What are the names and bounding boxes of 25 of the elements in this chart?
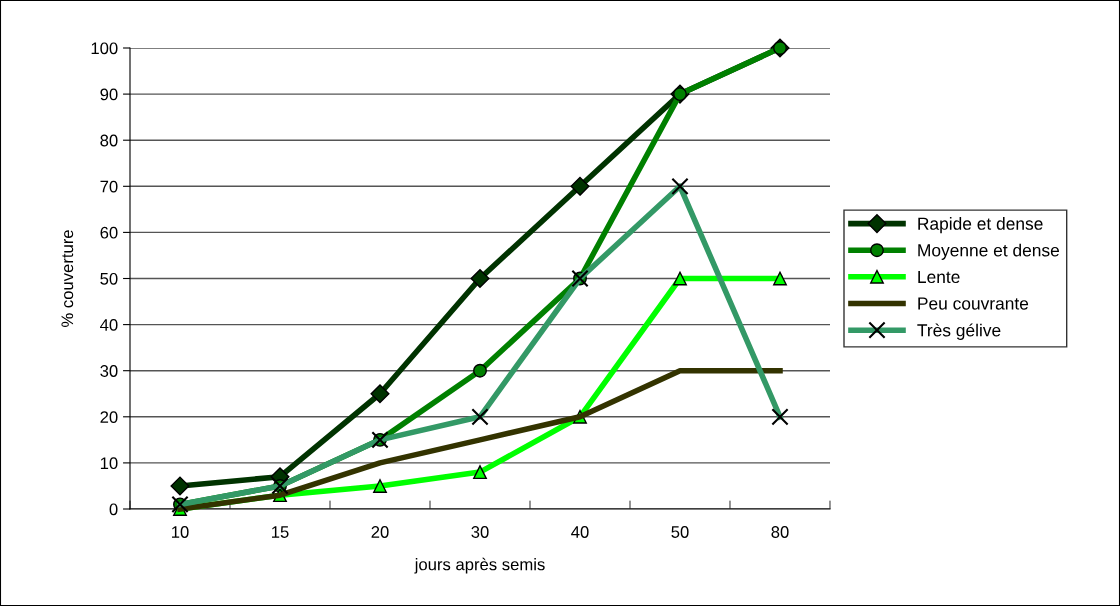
y-tick-label: 90: [100, 88, 118, 101]
y-tick-label: 70: [100, 180, 118, 193]
y-axis-title: % couverture: [61, 230, 74, 327]
y-tick-label: 80: [100, 134, 118, 147]
x-tick-label: 30: [471, 526, 489, 538]
x-tick-label: 40: [571, 526, 589, 538]
legend-label: Lente: [918, 270, 960, 284]
x-axis-title: jours après semis: [414, 557, 545, 574]
legend-label: Moyenne et dense: [918, 243, 1059, 260]
x-tick-label: 10: [172, 526, 189, 538]
x-tick-label: 20: [371, 526, 389, 538]
x-tick-label: 80: [771, 526, 789, 538]
x-tick-label: 15: [272, 526, 289, 538]
x-tick-label: 50: [671, 526, 689, 538]
y-tick-label: 60: [100, 226, 118, 239]
y-tick-label: 0: [109, 503, 118, 516]
y-tick-label: 20: [100, 411, 118, 423]
y-tick-label: 50: [100, 272, 118, 285]
legend-label: Rapide et dense: [918, 217, 1043, 234]
y-tick-label: 10: [100, 457, 118, 470]
legend-label: Peu couvrante: [918, 297, 1029, 310]
y-tick-label: 30: [100, 365, 118, 377]
legend-label: Très gélive: [917, 323, 1001, 340]
y-tick-label: 40: [100, 319, 118, 331]
y-tick-label: 100: [91, 42, 118, 55]
